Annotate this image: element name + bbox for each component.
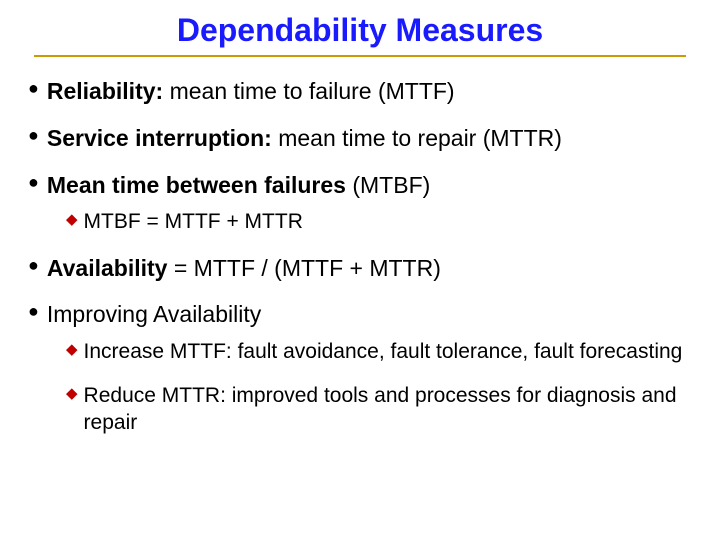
slide-title: Dependability Measures (28, 12, 692, 49)
bullet-item: ● Service interruption: mean time to repa… (28, 124, 692, 153)
title-underline (34, 55, 686, 57)
bullet-circle-icon: ● (28, 77, 39, 100)
sub-bullet-text: MTBF = MTTF + MTTR (84, 209, 303, 235)
bullet-item: ● Improving Availability (28, 300, 692, 329)
bullet-item: ● Availability = MTTF / (MTTF + MTTR) (28, 254, 692, 283)
sub-bullet-text: Increase MTTF: fault avoidance, fault to… (84, 339, 683, 365)
bullet-circle-icon: ● (28, 300, 39, 323)
bullet-text: Mean time between failures (MTBF) (47, 171, 430, 200)
bullet-item: ● Reliability: mean time to failure (MTTF… (28, 77, 692, 106)
sub-bullet-item: ◆ MTBF = MTTF + MTTR (66, 209, 692, 235)
sub-bullet-item: ◆ Increase MTTF: fault avoidance, fault t… (66, 339, 692, 365)
sub-bullet-item: ◆ Reduce MTTR: improved tools and process… (66, 383, 692, 436)
bullet-item: ● Mean time between failures (MTBF) (28, 171, 692, 200)
bullet-list: ● Reliability: mean time to failure (MTTF… (28, 77, 692, 436)
bullet-text: Reliability: mean time to failure (MTTF) (47, 77, 455, 106)
bullet-circle-icon: ● (28, 124, 39, 147)
bullet-text: Service interruption: mean time to repai… (47, 124, 562, 153)
bullet-text: Availability = MTTF / (MTTF + MTTR) (47, 254, 441, 283)
sub-bullet-text: Reduce MTTR: improved tools and processe… (84, 383, 692, 436)
diamond-icon: ◆ (66, 383, 78, 406)
bullet-circle-icon: ● (28, 171, 39, 194)
diamond-icon: ◆ (66, 209, 78, 232)
bullet-circle-icon: ● (28, 254, 39, 277)
diamond-icon: ◆ (66, 339, 78, 362)
bullet-text: Improving Availability (47, 300, 261, 329)
